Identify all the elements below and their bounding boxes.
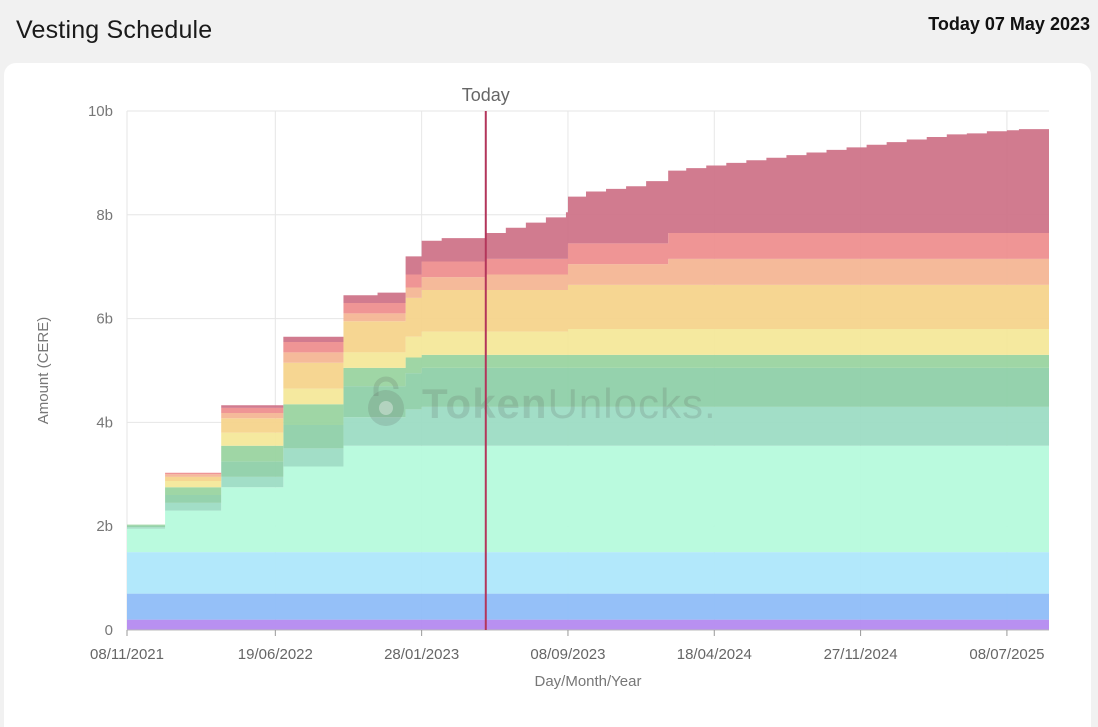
x-tick-label: 08/11/2021 bbox=[90, 646, 164, 663]
x-tick-label: 08/09/2023 bbox=[530, 646, 605, 663]
x-tick-label: 27/11/2024 bbox=[824, 646, 898, 663]
chart-card: Today 0 2b 4b 6b 8b 10b 08/11/2021 19/06/2022 28/… bbox=[4, 63, 1091, 727]
y-tick-label: 8b bbox=[96, 207, 113, 224]
y-tick-label: 10b bbox=[88, 103, 113, 120]
area-series-8[interactable] bbox=[127, 328, 1049, 525]
area-series-11[interactable] bbox=[127, 232, 1049, 525]
area-series-12[interactable] bbox=[127, 129, 1049, 525]
page-title: Vesting Schedule bbox=[16, 16, 213, 44]
y-axis-title: Amount (CERE) bbox=[35, 317, 52, 425]
x-tick-label: 19/06/2022 bbox=[238, 646, 313, 663]
area-series-2[interactable] bbox=[127, 593, 1049, 620]
x-tick-label: 18/04/2024 bbox=[677, 646, 752, 663]
y-tick-label: 4b bbox=[96, 414, 113, 431]
vesting-chart: Today 0 2b 4b 6b 8b 10b 08/11/2021 19/06/2022 28/… bbox=[35, 85, 1049, 690]
token-unlocks-logo-icon bbox=[368, 376, 404, 426]
x-axis-title: Day/Month/Year bbox=[534, 673, 641, 690]
area-series-3[interactable] bbox=[127, 552, 1049, 594]
y-tick-label: 6b bbox=[96, 311, 113, 328]
today-date-label: Today 07 May 2023 bbox=[928, 14, 1090, 34]
x-tick-label: 08/07/2025 bbox=[969, 646, 1044, 663]
area-series-6[interactable] bbox=[127, 367, 1049, 528]
today-marker-label: Today bbox=[462, 85, 510, 105]
area-series-1[interactable] bbox=[127, 619, 1049, 630]
watermark: TokenUnlocks. bbox=[422, 380, 717, 428]
y-tick-label: 2b bbox=[96, 518, 113, 535]
area-series-5[interactable] bbox=[127, 406, 1049, 529]
watermark-bold: Token bbox=[422, 380, 548, 427]
watermark-light: Unlocks. bbox=[547, 380, 717, 427]
x-tick-label: 28/01/2023 bbox=[384, 646, 459, 663]
area-series-9[interactable] bbox=[127, 284, 1049, 525]
y-tick-label: 0 bbox=[105, 622, 113, 639]
area-series-4[interactable] bbox=[127, 445, 1049, 553]
